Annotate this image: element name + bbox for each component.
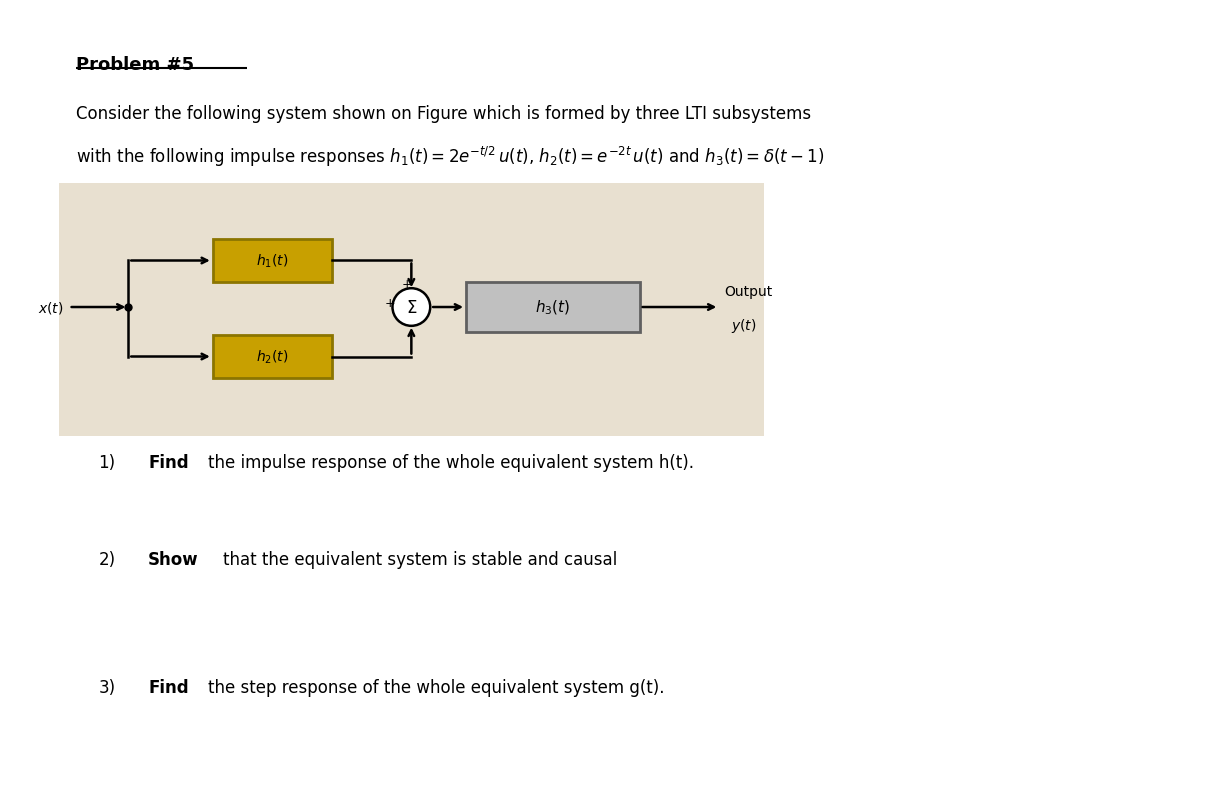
Text: $h_2(t)$: $h_2(t)$	[256, 349, 288, 366]
Circle shape	[393, 289, 430, 326]
Text: 1): 1)	[98, 453, 115, 471]
Text: 2): 2)	[98, 550, 115, 568]
Text: $\Sigma$: $\Sigma$	[406, 298, 417, 316]
Bar	[465, 283, 640, 333]
Text: $y(t)$: $y(t)$	[731, 316, 756, 334]
Text: with the following impulse responses $h_1(t) = 2e^{-t/2}\,u(t)$, $h_2(t) = e^{-2: with the following impulse responses $h_…	[75, 144, 824, 169]
Text: the impulse response of the whole equivalent system h(t).: the impulse response of the whole equiva…	[207, 453, 693, 471]
Text: the step response of the whole equivalent system g(t).: the step response of the whole equivalen…	[207, 678, 664, 697]
Text: that the equivalent system is stable and causal: that the equivalent system is stable and…	[223, 550, 617, 568]
Text: Find: Find	[148, 453, 189, 471]
Bar	[213, 335, 332, 379]
Bar	[213, 239, 332, 283]
Text: Find: Find	[148, 678, 189, 697]
Text: Problem #5: Problem #5	[75, 56, 194, 74]
Text: +: +	[384, 296, 395, 309]
Text: Consider the following system shown on Figure which is formed by three LTI subsy: Consider the following system shown on F…	[75, 105, 811, 123]
Text: Show: Show	[148, 550, 199, 568]
FancyBboxPatch shape	[59, 184, 764, 436]
Text: Output: Output	[725, 285, 772, 298]
Text: $h_1(t)$: $h_1(t)$	[256, 252, 288, 270]
Text: 3): 3)	[98, 678, 115, 697]
Text: $x(t)$: $x(t)$	[38, 299, 64, 315]
Text: +: +	[402, 277, 413, 290]
Text: $h_3(t)$: $h_3(t)$	[536, 298, 571, 317]
